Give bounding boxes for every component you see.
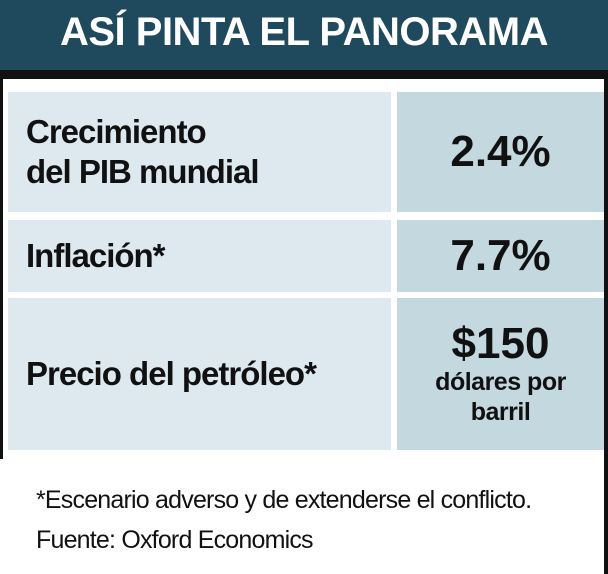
value-note: dólares por barril <box>435 368 566 426</box>
label-cell: Crecimiento del PIB mundial <box>8 92 391 212</box>
row-value: 2.4% <box>450 127 551 176</box>
label-line: del PIB mundial <box>26 153 260 190</box>
label-cell: Inflación* <box>8 220 391 292</box>
value-cell: 7.7% <box>397 220 604 292</box>
footnote: *Escenario adverso y de extenderse el co… <box>36 486 532 554</box>
right-border <box>604 79 608 574</box>
label-line: Crecimiento <box>26 113 207 150</box>
row-label: Inflación* <box>26 236 166 276</box>
header: ASÍ PINTA EL PANORAMA <box>0 0 608 70</box>
header-rule <box>0 70 608 79</box>
row-value: $150 <box>451 319 550 368</box>
row-label: Crecimiento del PIB mundial <box>26 112 260 192</box>
value-cell: 2.4% <box>397 92 604 212</box>
value-cell: $150 dólares por barril <box>397 298 604 450</box>
label-line: Inflación* <box>26 237 166 274</box>
label-cell: Precio del petróleo* <box>8 298 391 450</box>
row-value: 7.7% <box>450 231 551 280</box>
row-label: Precio del petróleo* <box>26 354 317 394</box>
label-line: Precio del petróleo* <box>26 355 317 392</box>
header-title: ASÍ PINTA EL PANORAMA <box>59 10 549 54</box>
left-border <box>0 79 3 459</box>
